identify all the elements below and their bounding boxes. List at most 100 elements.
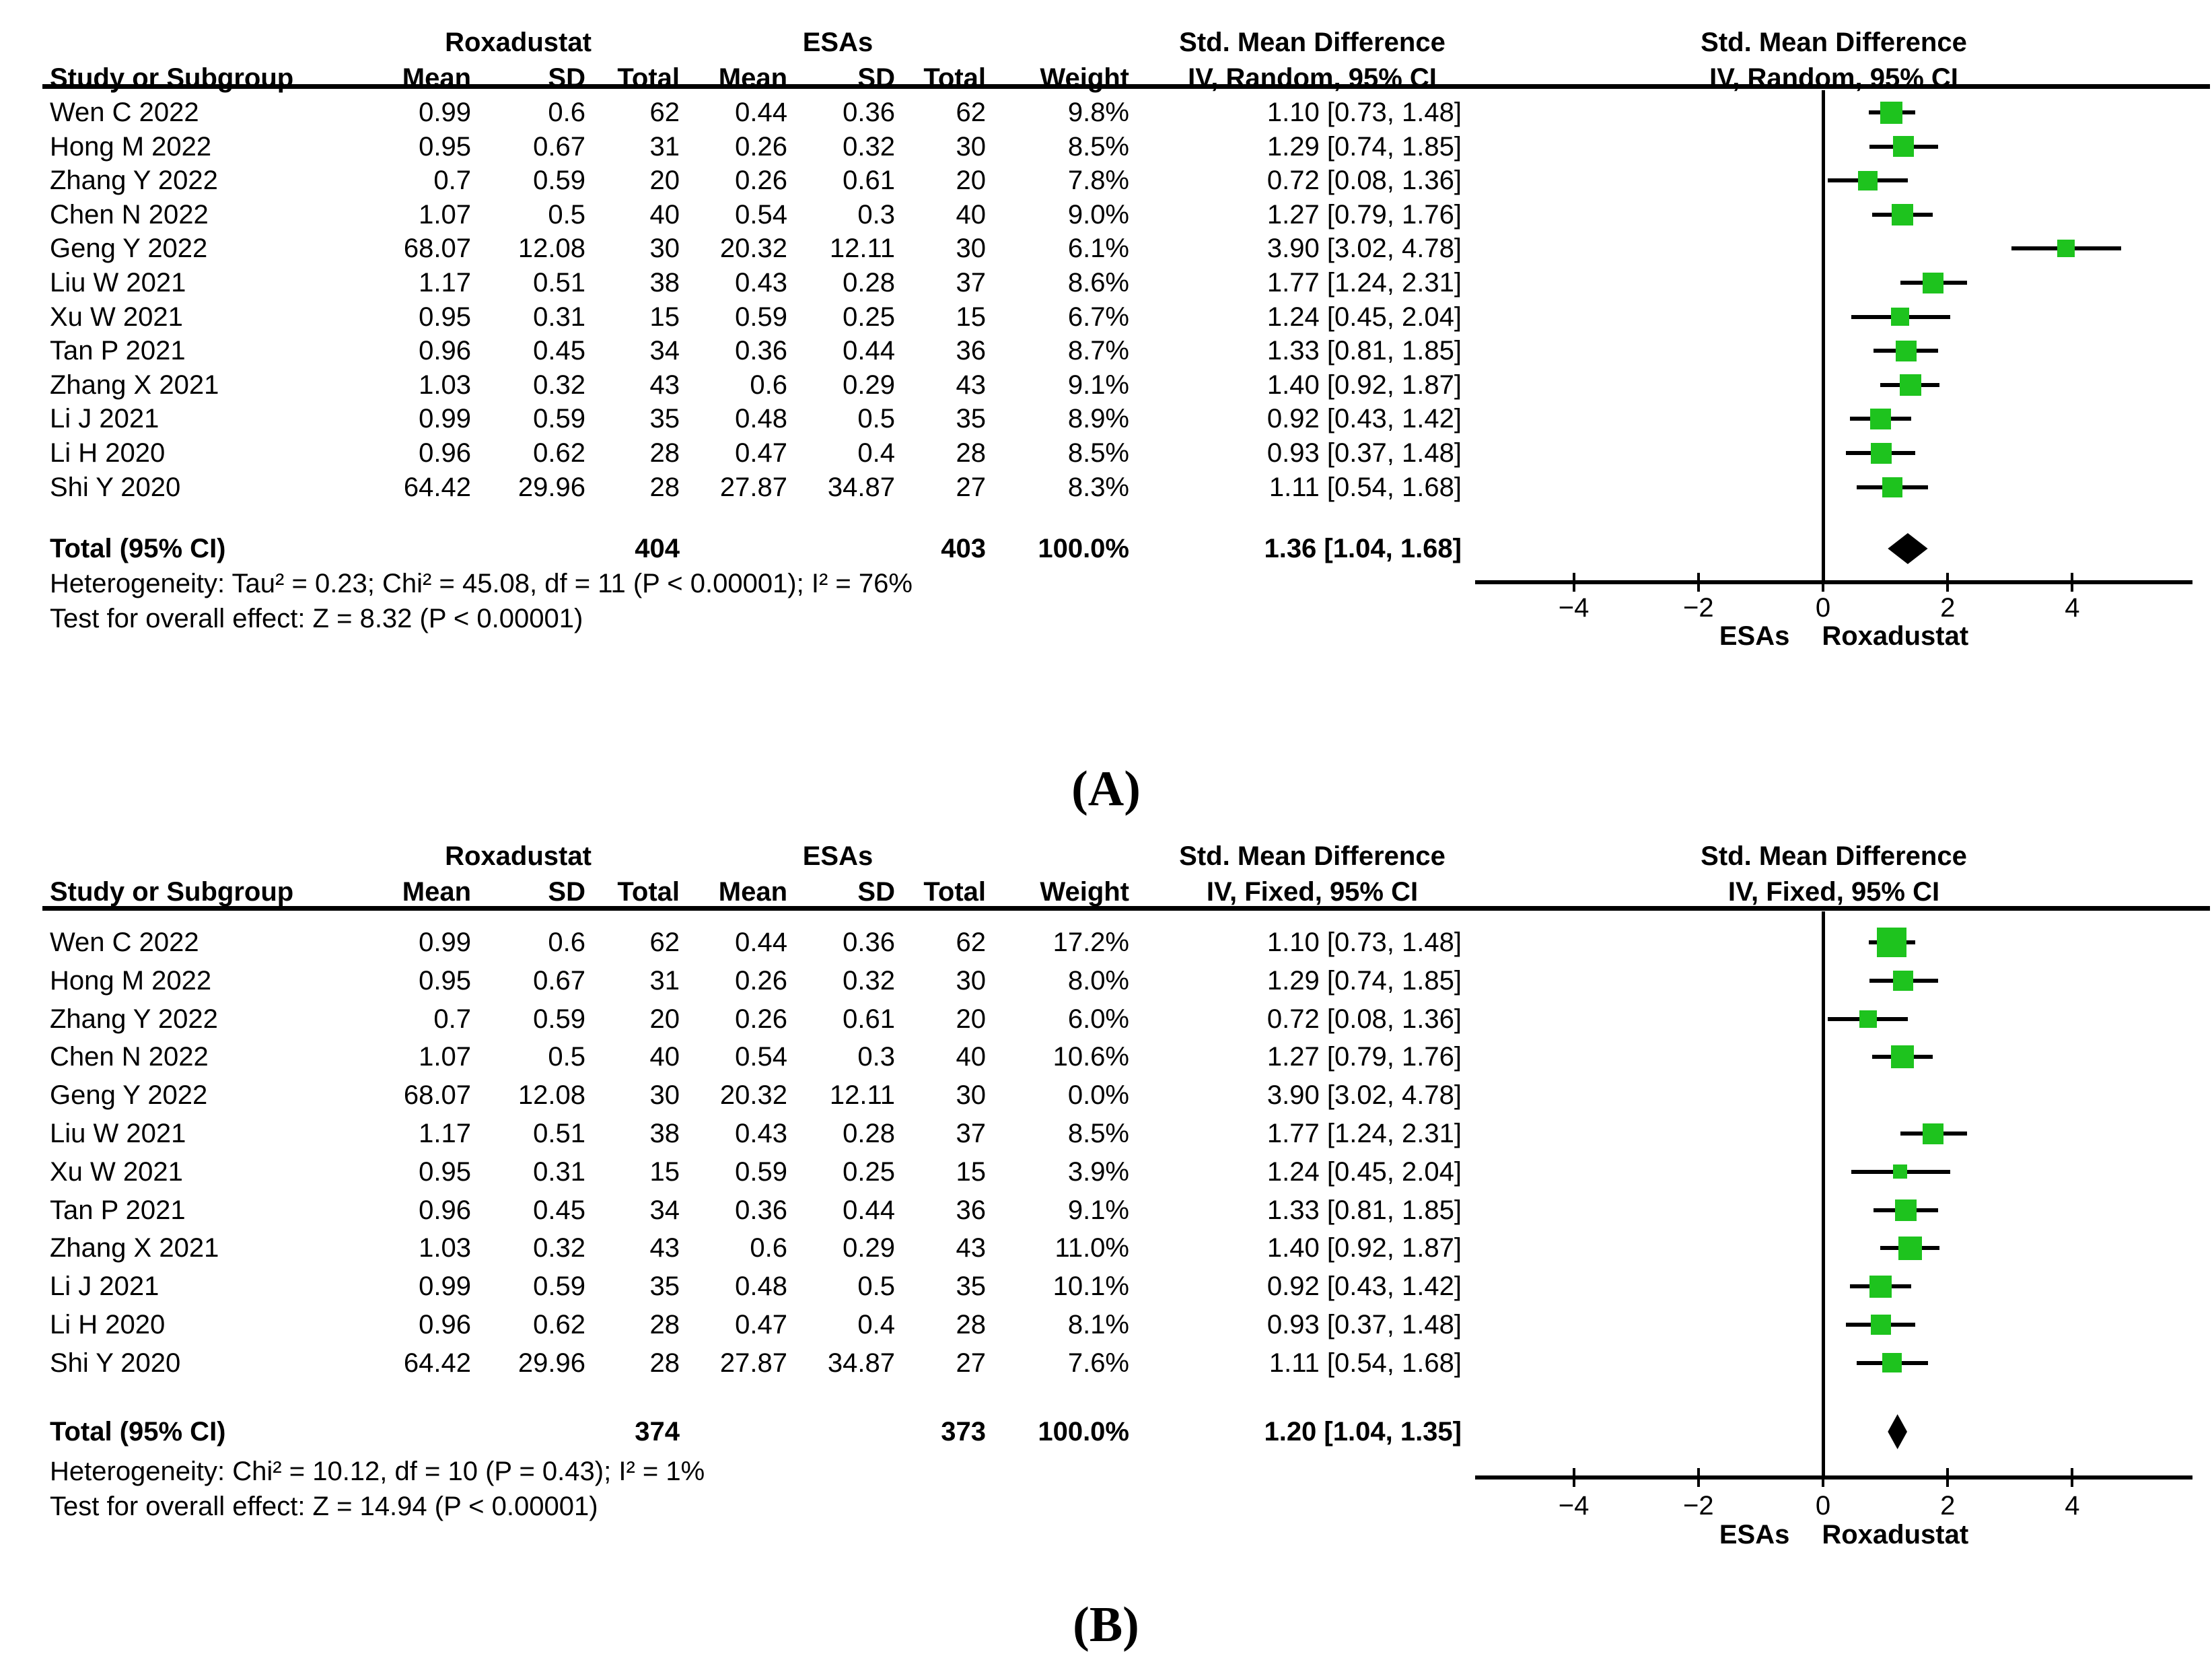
smd-ci-text: 1.24 [0.45, 2.04] <box>1266 302 1462 332</box>
total-esas: 40 <box>956 1042 987 1072</box>
sd-roxadustat: 0.62 <box>533 438 585 468</box>
mean-roxadustat: 1.03 <box>419 1233 471 1263</box>
effect-marker <box>1882 477 1902 497</box>
sd-roxadustat: 12.08 <box>518 1080 585 1111</box>
total-roxadustat: 15 <box>649 1156 680 1187</box>
sd-esas: 0.4 <box>857 1310 895 1340</box>
total-esas: 15 <box>956 1156 987 1187</box>
axis-tick-label: 0 <box>1815 1491 1831 1521</box>
total-esas-n: 403 <box>941 534 986 563</box>
effect-marker <box>1870 442 1892 464</box>
mean-esas: 0.47 <box>735 1310 787 1340</box>
mean-esas: 0.47 <box>735 438 787 468</box>
axis-tick <box>1946 573 1950 592</box>
total-esas-header: Total <box>923 877 986 907</box>
total-esas: 36 <box>956 1195 987 1225</box>
sd-roxadustat: 29.96 <box>518 472 585 502</box>
mean-roxadustat: 0.7 <box>433 1004 471 1034</box>
sd-roxadustat: 0.6 <box>548 98 585 127</box>
total-esas: 28 <box>956 1310 987 1340</box>
overall-effect-stats: Test for overall effect: Z = 8.32 (P < 0… <box>50 604 583 633</box>
smd-ci-text: 1.29 [0.74, 1.85] <box>1266 131 1462 162</box>
mean-esas: 0.43 <box>735 268 787 298</box>
mean-roxadustat: 0.96 <box>419 336 471 366</box>
axis-tick-label: −2 <box>1682 593 1714 623</box>
weight: 6.0% <box>1067 1004 1129 1034</box>
group1-header: Roxadustat <box>445 841 592 871</box>
total-roxadustat: 40 <box>649 1042 680 1072</box>
total-esas: 30 <box>956 965 987 996</box>
axis-tick-label: 2 <box>1940 593 1956 623</box>
total-esas: 35 <box>956 404 987 434</box>
mean-esas-header: Mean <box>718 877 787 907</box>
axis-tick-label: −2 <box>1682 1491 1714 1521</box>
total-ci-text: 1.36 [1.04, 1.68] <box>1264 534 1462 563</box>
weight: 6.7% <box>1067 302 1129 332</box>
study-name: Geng Y 2022 <box>50 234 208 264</box>
mean-roxadustat: 1.17 <box>419 1119 471 1148</box>
effect-marker <box>1869 408 1891 429</box>
study-name: Chen N 2022 <box>50 1042 209 1072</box>
total-esas: 43 <box>956 370 987 400</box>
mean-roxadustat: 0.99 <box>419 98 471 127</box>
total-roxadustat: 20 <box>649 166 680 196</box>
mean-esas: 0.48 <box>735 1272 787 1302</box>
total-esas: 40 <box>956 199 987 230</box>
sd-roxadustat: 0.32 <box>533 370 585 400</box>
smd-ci-text: 0.72 [0.08, 1.36] <box>1266 166 1462 196</box>
smd-ci-text: 1.77 [1.24, 2.31] <box>1266 1119 1462 1148</box>
smd-ci-text: 1.33 [0.81, 1.85] <box>1266 1195 1462 1225</box>
effect-marker <box>1880 101 1903 124</box>
total-esas: 62 <box>956 928 987 957</box>
study-name: Tan P 2021 <box>50 336 186 366</box>
study-name: Xu W 2021 <box>50 302 183 332</box>
total-roxadustat: 43 <box>649 1233 680 1263</box>
weight: 9.8% <box>1067 98 1129 127</box>
weight: 7.6% <box>1067 1348 1129 1378</box>
total-roxadustat: 28 <box>649 1310 680 1340</box>
mean-esas: 0.54 <box>735 1042 787 1072</box>
sd-esas: 34.87 <box>827 1348 895 1378</box>
mean-roxadustat: 68.07 <box>403 1080 471 1111</box>
smd-ci-text: 0.93 [0.37, 1.48] <box>1266 438 1462 468</box>
smd-ci-text: 0.92 [0.43, 1.42] <box>1266 1272 1462 1302</box>
total-weight: 100.0% <box>1038 534 1129 563</box>
smd-plot-header: Std. Mean Difference <box>1701 28 1967 57</box>
effect-marker <box>1893 970 1914 991</box>
study-name: Chen N 2022 <box>50 199 209 230</box>
mean-roxadustat: 64.42 <box>403 472 471 502</box>
sd-roxadustat: 0.6 <box>548 928 585 957</box>
mean-esas: 20.32 <box>719 234 787 264</box>
effect-marker <box>1871 1315 1892 1335</box>
weight: 11.0% <box>1055 1233 1129 1263</box>
total-ci-text: 1.20 [1.04, 1.35] <box>1264 1417 1462 1447</box>
weight: 8.5% <box>1067 438 1129 468</box>
header-rule <box>42 906 2210 911</box>
weight: 8.5% <box>1067 131 1129 162</box>
sd-esas: 0.61 <box>843 166 895 196</box>
sd-roxadustat: 0.31 <box>533 1156 585 1187</box>
sd-roxadustat: 0.31 <box>533 302 585 332</box>
group2-header: ESAs <box>802 28 873 57</box>
sd-esas: 0.28 <box>843 268 895 298</box>
study-name: Zhang Y 2022 <box>50 1004 218 1034</box>
sd-esas: 12.11 <box>829 234 895 264</box>
smd-ci-text: 1.40 [0.92, 1.87] <box>1266 1233 1462 1263</box>
total-roxadustat: 30 <box>649 234 680 264</box>
mean-esas: 0.26 <box>735 166 787 196</box>
total-row-label: Total (95% CI) <box>50 534 226 563</box>
total-roxadustat: 34 <box>649 336 680 366</box>
axis-tick-label: 4 <box>2065 1491 2080 1521</box>
panel-b-label: (B) <box>1073 1597 1139 1652</box>
total-esas: 27 <box>956 1348 987 1378</box>
sd-esas-header: SD <box>857 877 895 907</box>
weight: 8.1% <box>1067 1310 1129 1340</box>
weight: 17.2% <box>1053 928 1129 957</box>
study-name: Shi Y 2020 <box>50 472 181 502</box>
mean-esas: 0.59 <box>735 1156 787 1187</box>
heterogeneity-stats: Heterogeneity: Tau² = 0.23; Chi² = 45.08… <box>50 569 913 598</box>
axis-tick <box>2071 573 2074 592</box>
effect-marker <box>1882 1353 1902 1373</box>
weight: 8.6% <box>1067 268 1129 298</box>
